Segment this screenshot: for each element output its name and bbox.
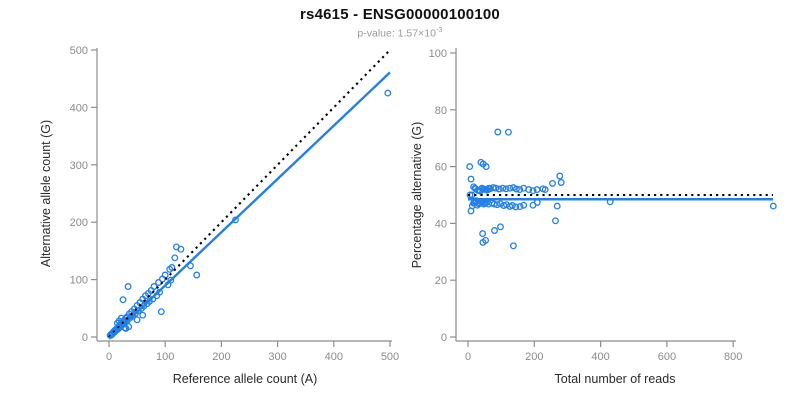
data-point: [769, 202, 777, 210]
data-point: [491, 227, 498, 234]
data-point: [553, 202, 561, 210]
data-point: [119, 296, 127, 304]
data-point: [193, 271, 201, 279]
y-tick-label: 60: [435, 162, 447, 174]
data-point: [502, 185, 510, 193]
data-point: [467, 175, 475, 183]
data-point: [490, 200, 498, 208]
y-tick-label: 200: [70, 217, 88, 229]
x-tick-label: 0: [465, 351, 471, 363]
data-point: [139, 311, 147, 319]
data-point: [494, 128, 502, 136]
data-point: [512, 203, 520, 211]
y-axis-title: Percentage alternative (G): [410, 122, 424, 269]
data-point: [482, 236, 490, 244]
data-point: [168, 264, 176, 271]
x-tick-label: 400: [325, 351, 343, 363]
y-tick-label: 400: [70, 102, 88, 114]
plot-title: rs4615 - ENSG00000100100: [300, 6, 500, 23]
data-point: [520, 201, 528, 209]
plot-right: 0 200 400 600 800 0 20 40 60 80 100 Total number of…: [410, 48, 777, 386]
y-tick-label: 300: [70, 160, 88, 172]
data-point: [497, 223, 504, 231]
p-value-base: p-value: 1.57×10: [357, 27, 436, 40]
x-tick-label: 400: [591, 351, 609, 363]
data-point: [552, 217, 559, 225]
y-tick-label: 100: [429, 48, 447, 60]
data-point: [157, 308, 165, 316]
plot-left: 0 100 200 300 400 500 0 100 200 300 400 500 Referenc…: [39, 45, 399, 386]
y-tick-label: 500: [70, 45, 88, 57]
data-point: [549, 179, 556, 187]
data-point: [541, 186, 549, 194]
data-point: [133, 316, 141, 324]
data-point: [470, 183, 478, 191]
data-point: [516, 203, 524, 211]
data-point: [506, 184, 514, 192]
x-tick-label: 800: [724, 351, 742, 363]
x-tick-label: 500: [381, 351, 399, 363]
data-point: [482, 163, 490, 171]
data-point: [499, 184, 507, 192]
y-tick-label: 80: [435, 105, 447, 117]
x-tick-label: 200: [525, 351, 543, 363]
y-tick-label: 0: [82, 332, 88, 344]
data-point: [150, 283, 158, 290]
data-point: [508, 202, 516, 209]
data-point: [466, 163, 474, 171]
data-point: [124, 283, 132, 290]
y-axis-title: Alternative allele count (G): [39, 120, 53, 267]
y-tick-label: 100: [70, 275, 88, 287]
data-point: [529, 187, 537, 195]
y-tick-label: 40: [435, 218, 447, 230]
data-point: [493, 201, 501, 209]
data-point: [495, 185, 503, 193]
data-point: [167, 276, 175, 284]
data-point: [177, 245, 185, 253]
data-point: [512, 185, 520, 193]
data-point: [171, 254, 179, 262]
x-tick-label: 0: [106, 351, 112, 363]
data-point: [161, 271, 169, 279]
data-point: [125, 323, 133, 331]
y-tick-label: 0: [441, 332, 447, 344]
data-point: [556, 172, 564, 180]
x-tick-label: 600: [658, 351, 676, 363]
p-value-subtitle: p-value: 1.57×10-3: [0, 25, 800, 40]
x-tick-label: 300: [268, 351, 286, 363]
y-tick-label: 20: [435, 275, 447, 287]
p-value-exponent: -3: [435, 25, 443, 34]
regression-line: [108, 71, 391, 340]
data-point: [479, 230, 487, 238]
data-point: [504, 128, 512, 136]
data-point: [492, 184, 500, 192]
x-tick-label: 100: [156, 351, 174, 363]
data-point: [384, 89, 392, 97]
data-point: [516, 186, 524, 194]
x-tick-label: 200: [212, 351, 230, 363]
data-point: [509, 242, 517, 250]
identity-line: [108, 49, 391, 338]
data-point: [525, 186, 533, 194]
data-point: [557, 179, 565, 186]
x-axis-title: Reference allele count (A): [173, 372, 318, 386]
x-axis-title: Total number of reads: [555, 372, 676, 386]
